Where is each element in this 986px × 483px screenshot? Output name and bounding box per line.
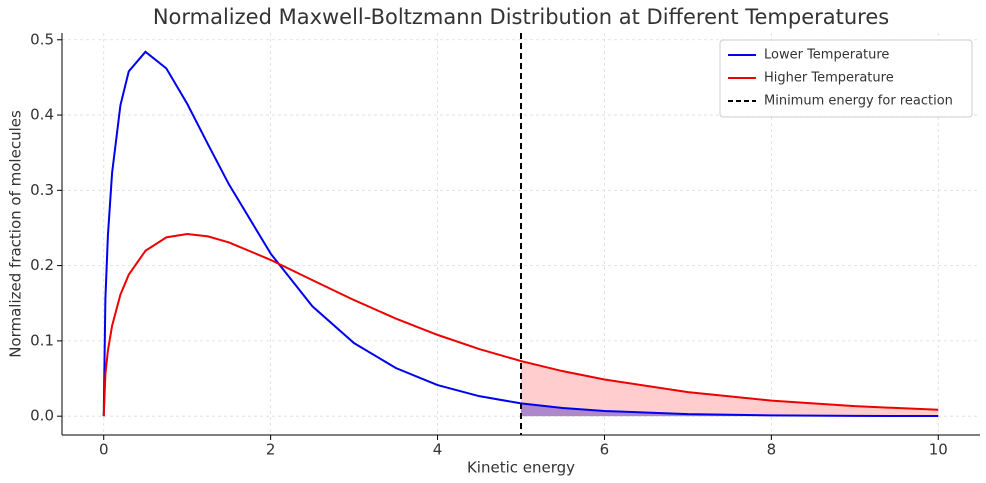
chart-title: Normalized Maxwell-Boltzmann Distributio… (153, 5, 889, 29)
legend-label: Minimum energy for reaction (764, 94, 953, 109)
y-tick-label: 0.3 (30, 181, 54, 199)
y-tick-label: 0.2 (30, 256, 54, 274)
legend-box (719, 39, 973, 118)
x-tick-label: 2 (266, 441, 276, 459)
series-line (102, 50, 939, 418)
series-line (102, 232, 939, 417)
y-axis-label: Normalized fraction of molecules (7, 110, 25, 358)
x-tick-label: 4 (433, 441, 443, 459)
x-tick-label: 0 (99, 441, 109, 459)
x-tick-label: 8 (767, 441, 777, 459)
y-tick-label: 0.5 (30, 30, 54, 48)
legend-label: Higher Temperature (764, 71, 894, 86)
tail-area (521, 403, 939, 417)
x-tick-label: 10 (929, 441, 948, 459)
y-tick-label: 0.4 (30, 106, 54, 124)
tail-area (521, 361, 939, 417)
legend-label: Lower Temperature (764, 48, 889, 63)
x-tick-label: 6 (600, 441, 610, 459)
y-tick-label: 0.1 (30, 331, 54, 349)
y-tick-label: 0.0 (30, 407, 54, 425)
x-axis-label: Kinetic energy (467, 459, 575, 477)
